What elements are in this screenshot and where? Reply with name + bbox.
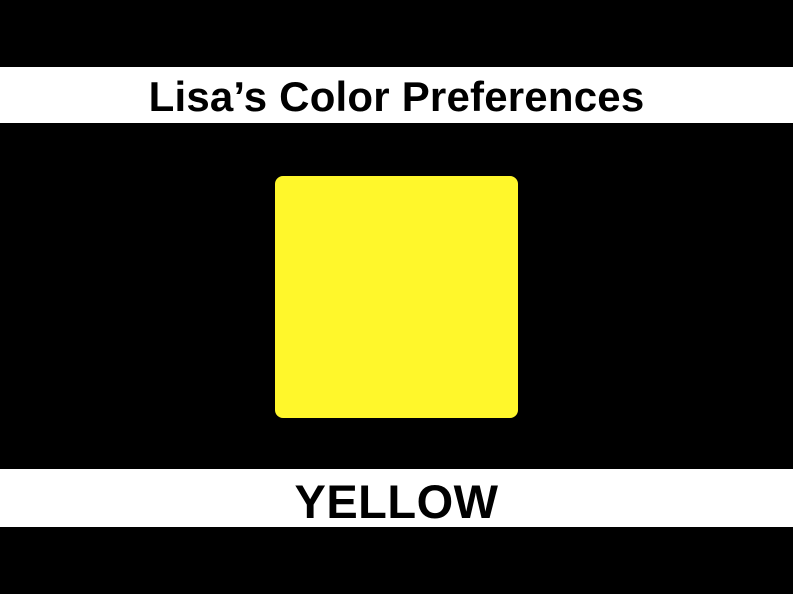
- color-swatch: [275, 176, 518, 418]
- caption-band: YELLOW: [0, 469, 793, 527]
- color-name-label: YELLOW: [294, 474, 499, 528]
- slide-title: Lisa’s Color Preferences: [148, 73, 645, 120]
- title-band: Lisa’s Color Preferences: [0, 67, 793, 123]
